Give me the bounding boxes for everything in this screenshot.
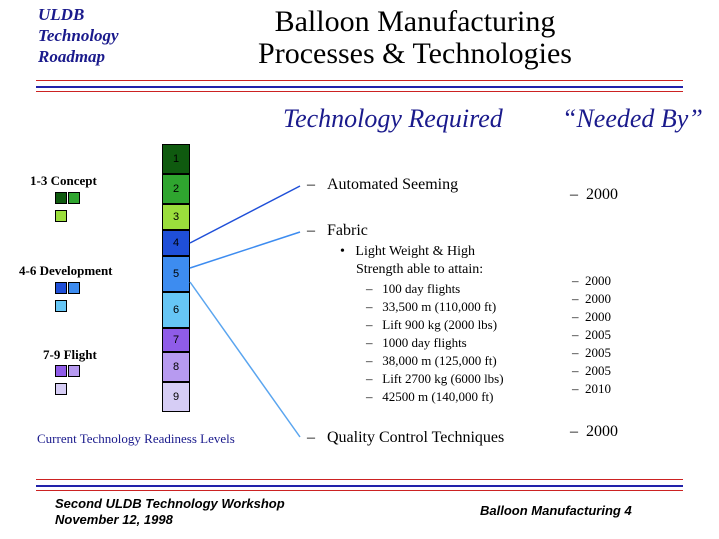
fabric-date-list: – 2000 – 2000 – 2000 – 2005 – 2005 – 200… (572, 272, 611, 398)
item-fabric: – Fabric (307, 222, 368, 239)
logo-line-3: Roadmap (38, 47, 106, 66)
fabric-sub-text: Lift 2700 kg (6000 lbs) (382, 371, 504, 386)
trl-level-1: 1 (162, 144, 190, 174)
list-item: – 2005 (572, 345, 611, 360)
item-automated-text: Automated Seeming (327, 176, 459, 193)
bottom-rule-red-2 (36, 490, 683, 491)
trl-level-8: 8 (162, 352, 190, 382)
trl-caption: Current Technology Readiness Levels (37, 431, 235, 446)
footer-page-label: Balloon Manufacturing 4 (480, 503, 632, 518)
legend-concept (55, 191, 91, 222)
trl-group-flight: 7-9 Flight (43, 347, 97, 362)
item-automated-seeming: – Automated Seeming (307, 176, 459, 193)
title-line-2: Processes & Technologies (258, 37, 572, 70)
fabric-date-text: 2000 (585, 309, 611, 324)
list-item: – Lift 900 kg (2000 lbs) (366, 317, 498, 332)
fabric-date-text: 2005 (585, 327, 611, 342)
legend-flight (55, 364, 91, 395)
list-item: – 1000 day flights (366, 335, 467, 350)
list-item: – 38,000 m (125,000 ft) (366, 353, 497, 368)
list-item: – 100 day flights (366, 281, 461, 296)
list-item: – 42500 m (140,000 ft) (366, 389, 494, 404)
bottom-rule-red (36, 479, 683, 480)
fabric-sub-text: 42500 m (140,000 ft) (382, 389, 494, 404)
fabric-sub-text: 1000 day flights (382, 335, 467, 350)
connector-fabric (189, 231, 301, 269)
roadmap-logo: ULDB Technology Roadmap (38, 4, 119, 67)
fabric-date-text: 2010 (585, 381, 611, 396)
item-quality-text: Quality Control Techniques (327, 429, 505, 446)
needed-by-header: “Needed By” (562, 104, 703, 133)
trl-level-3: 3 (162, 204, 190, 230)
page-title: Balloon Manufacturing Processes & Techno… (200, 6, 630, 70)
list-item: – 2000 (572, 273, 611, 288)
footer-date: November 12, 1998 (55, 512, 173, 527)
trl-level-7: 7 (162, 328, 190, 352)
trl-level-6: 6 (162, 292, 190, 328)
trl-level-4: 4 (162, 230, 190, 256)
trl-group-development: 4-6 Development (19, 263, 113, 278)
list-item: – 2005 (572, 327, 611, 342)
trl-level-5: 5 (162, 256, 190, 292)
list-item: – 2010 (572, 381, 611, 396)
fabric-bullet-line-1: Light Weight & High (355, 244, 475, 259)
trl-group-concept: 1-3 Concept (30, 173, 97, 188)
fabric-bullet-line-2: Strength able to attain: (356, 262, 484, 277)
trl-level-9: 9 (162, 382, 190, 412)
logo-line-2: Technology (38, 26, 119, 45)
legend-development (55, 281, 91, 312)
footer-workshop: Second ULDB Technology Workshop November… (55, 496, 285, 528)
date-quality-text: 2000 (586, 423, 618, 440)
top-rule-red (36, 80, 683, 81)
fabric-sub-text: 100 day flights (382, 281, 461, 296)
connector-quality (189, 281, 301, 438)
list-item: – 2000 (572, 291, 611, 306)
fabric-sub-list: – 100 day flights – 33,500 m (110,000 ft… (366, 280, 504, 406)
fabric-sub-text: Lift 900 kg (2000 lbs) (382, 317, 498, 332)
item-quality-control: – Quality Control Techniques (307, 429, 505, 446)
trl-level-2: 2 (162, 174, 190, 204)
top-rule-red-2 (36, 91, 683, 92)
date-automated-text: 2000 (586, 186, 618, 203)
list-item: – Lift 2700 kg (6000 lbs) (366, 371, 504, 386)
list-item: – 33,500 m (110,000 ft) (366, 299, 497, 314)
fabric-date-text: 2005 (585, 363, 611, 378)
fabric-sub-text: 33,500 m (110,000 ft) (382, 299, 497, 314)
bottom-rule-blue (36, 485, 683, 487)
list-item: – 2000 (572, 309, 611, 324)
top-rule-blue (36, 86, 683, 88)
fabric-date-text: 2000 (585, 291, 611, 306)
footer-workshop-name: Second ULDB Technology Workshop (55, 496, 285, 511)
technology-required-header: Technology Required (283, 104, 503, 133)
fabric-date-text: 2005 (585, 345, 611, 360)
logo-line-1: ULDB (38, 5, 85, 24)
item-fabric-text: Fabric (327, 222, 368, 239)
connector-automated (189, 185, 301, 244)
list-item: – 2005 (572, 363, 611, 378)
date-automated: – 2000 (570, 186, 618, 203)
date-quality: – 2000 (570, 423, 618, 440)
fabric-bullet-1: • Light Weight & High (340, 244, 475, 259)
fabric-date-text: 2000 (585, 273, 611, 288)
fabric-sub-text: 38,000 m (125,000 ft) (382, 353, 497, 368)
title-line-1: Balloon Manufacturing (274, 5, 556, 38)
